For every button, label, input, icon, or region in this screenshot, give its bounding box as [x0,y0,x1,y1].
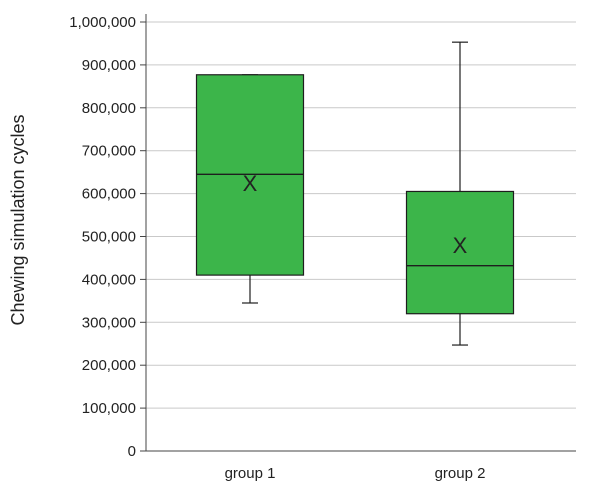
y-tick-label: 700,000 [82,143,136,160]
mean-marker: X [243,171,258,196]
mean-marker: X [453,233,468,258]
y-tick-label: 1,000,000 [69,14,136,31]
y-tick-label: 300,000 [82,314,136,331]
boxes: XX [195,41,515,346]
y-tick-label: 600,000 [82,186,136,203]
y-tick-labels: 0 100,000 200,000 300,000 400,000 500,000 600,… [69,14,136,460]
y-tick-label: 100,000 [82,400,136,417]
y-tick-label: 500,000 [82,229,136,246]
box-group-2: X [405,41,515,346]
x-category-labels: group 1 group 2 [225,465,486,482]
x-category-label: group 1 [225,465,276,482]
x-category-label: group 2 [435,465,486,482]
y-tick-label: 900,000 [82,57,136,74]
y-tick-label: 0 [128,443,136,460]
y-tick-label: 800,000 [82,100,136,117]
box-group-1: X [195,74,305,304]
y-axis [140,14,576,452]
y-axis-title: Chewing simulation cycles [8,114,28,325]
iqr-box [405,190,515,315]
y-tick-label: 200,000 [82,357,136,374]
y-tick-label: 400,000 [82,271,136,288]
